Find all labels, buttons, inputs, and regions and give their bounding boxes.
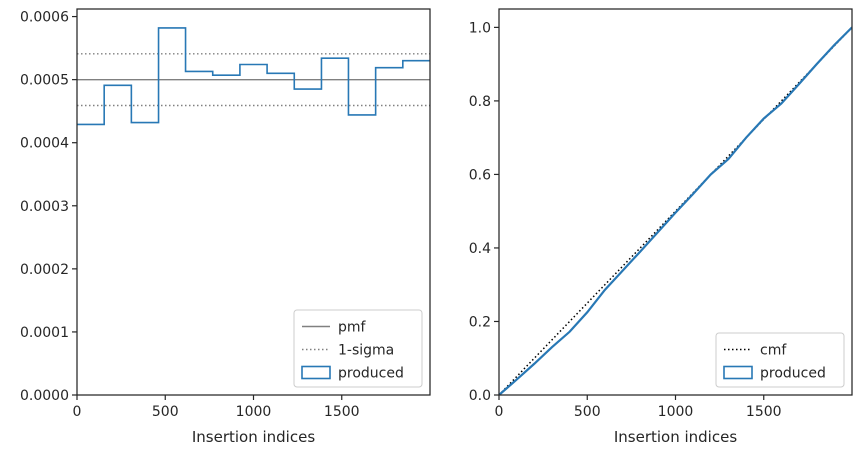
y-tick-label: 0.8 [469,94,491,110]
x-tick-label: 0 [495,404,504,420]
y-tick-label: 0.4 [469,241,491,257]
y-tick-label: 0.0006 [20,10,69,26]
x-axis-label: Insertion indices [192,428,315,446]
produced-cumulative [499,26,852,395]
x-tick-label: 1500 [746,404,782,420]
legend-label: cmf [760,343,787,359]
x-tick-label: 500 [152,404,179,420]
y-tick-label: 0.0 [469,388,491,404]
legend-handle-produced [301,365,331,380]
produced-histogram [77,27,430,126]
x-tick-label: 1500 [324,404,360,420]
legend-box [715,332,845,388]
cmf-line [499,26,852,395]
x-tick-label: 1000 [658,404,694,420]
legend-label: produced [338,366,404,382]
plot-area [499,26,852,395]
y-tick-label: 0.0004 [20,136,69,152]
x-tick-label: 500 [574,404,601,420]
plot-area [77,27,430,126]
legend-label: pmf [338,320,367,336]
y-tick-label: 0.6 [469,167,491,183]
legend-label: produced [760,366,826,382]
x-tick-label: 1000 [236,404,272,420]
y-tick-label: 0.2 [469,314,491,330]
x-tick-label: 0 [73,404,82,420]
legend-label: 1-sigma [338,343,394,359]
legend-handle-produced [723,365,753,380]
y-tick-label: 0.0005 [20,73,69,89]
y-tick-label: 1.0 [469,20,491,36]
y-tick-label: 0.0000 [20,388,69,404]
legend: cmf produced [715,332,845,388]
chart-panel-1: 0 500 1000 1500 0.0000 0.0001 0.0002 0.0003 0.00… [20,8,431,446]
x-axis-label: Insertion indices [614,428,737,446]
chart-panel-2: 0 500 1000 1500 0.0 0.2 0.4 0.6 0.8 1.0 Insertion … [469,8,853,446]
y-tick-label: 0.0003 [20,199,69,215]
y-tick-label: 0.0002 [20,262,69,278]
legend: pmf 1-sigma produced [293,309,423,388]
y-tick-label: 0.0001 [20,325,69,341]
legend-box [293,309,423,388]
